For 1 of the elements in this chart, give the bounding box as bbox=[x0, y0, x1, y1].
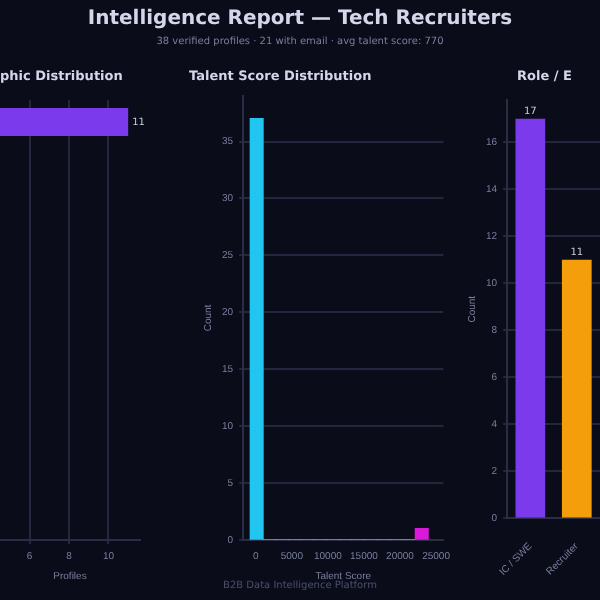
text: Intelligence Report — Tech Recruiters bbox=[85, 8, 515, 30]
